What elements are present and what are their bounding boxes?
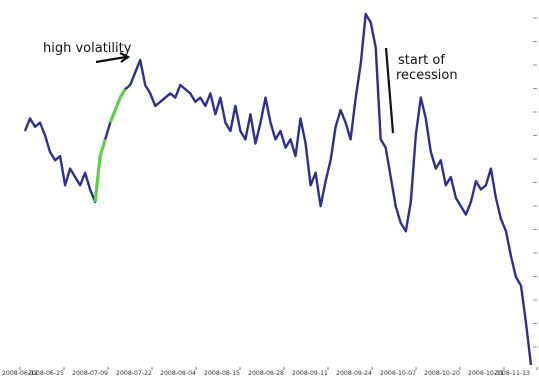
x-tick-label: 2008-07-09 xyxy=(72,370,108,377)
series-layer xyxy=(23,12,533,366)
x-tick-label: 2008-09-24 xyxy=(336,370,372,377)
x-tick-label: 2008-08-04 xyxy=(160,370,196,377)
x-tick-label: 2008-09-11 xyxy=(292,370,328,377)
annotation-arrow xyxy=(95,52,131,64)
annotation-layer: high volatility start of recession xyxy=(43,41,458,134)
x-tick-label: 2008-10-07 xyxy=(380,370,416,377)
x-tick-label: 2008-10-31 xyxy=(468,370,504,377)
series-line xyxy=(23,12,533,366)
annotation-start-of-recession-line-1: start of xyxy=(398,53,445,68)
x-tick-label: 2008-06-25 xyxy=(28,370,64,377)
x-tick-label: 2008-10-20 xyxy=(424,370,460,377)
x-tick-label: 2008-06-12 xyxy=(2,370,38,377)
highlight-segment xyxy=(93,138,107,203)
y-axis xyxy=(533,17,537,348)
x-tick-label: 2008-08-15 xyxy=(204,370,240,377)
annotation-high-volatility: high volatility xyxy=(43,41,132,56)
highlight-segment xyxy=(108,88,127,124)
highlight-layer xyxy=(93,88,127,203)
annotation-start-of-recession-line-2: recession xyxy=(396,68,458,83)
annotation-recession-marker xyxy=(384,47,395,134)
x-tick-label: 2008-08-28 xyxy=(248,370,284,377)
x-tick-label: 2008-07-22 xyxy=(116,370,152,377)
x-tick-label: 2008-11-13 xyxy=(494,370,530,377)
